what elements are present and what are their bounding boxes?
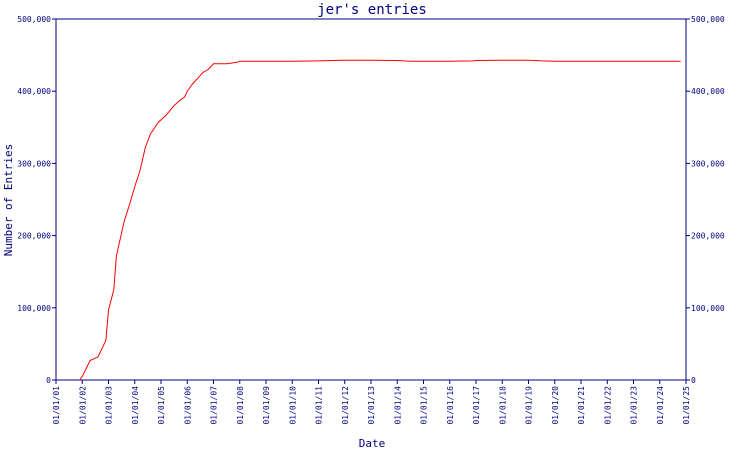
x-tick-label: 01/01/25 [682, 386, 691, 425]
y-axis-label: Number of Entries [2, 144, 15, 257]
x-axis: 01/01/01 01/01/02 01/01/03 01/01/04 01/01/05… [52, 380, 691, 425]
x-tick-label: 01/01/23 [630, 386, 639, 425]
x-tick-label: 01/01/21 [577, 386, 586, 425]
y-tick-label-right: 300,000 [691, 159, 725, 168]
y-tick-label-right: 100,000 [691, 304, 725, 313]
y-tick-label-right: 400,000 [691, 87, 725, 96]
x-tick-label: 01/01/15 [420, 386, 429, 425]
y-tick-label-right: 200,000 [691, 232, 725, 241]
chart-title: jer's entries [317, 2, 427, 18]
x-tick-label: 01/01/10 [288, 386, 297, 425]
x-tick-label: 01/01/08 [236, 386, 245, 425]
y-axis-left: 0 100,000 200,000 300,000 400,000 500,000 [17, 15, 56, 385]
x-tick-label: 01/01/14 [393, 386, 402, 425]
x-tick-label: 01/01/13 [367, 386, 376, 425]
x-tick-label: 01/01/24 [656, 386, 665, 425]
x-tick-label: 01/01/06 [183, 386, 192, 425]
y-tick-label-right: 0 [691, 376, 696, 385]
plot-border [55, 18, 687, 381]
y-tick-label-right: 500,000 [691, 15, 725, 24]
x-axis-label: Date [359, 437, 386, 450]
y-tick-label-left: 300,000 [17, 159, 51, 168]
y-tick-label-left: 100,000 [17, 304, 51, 313]
x-tick-label: 01/01/09 [262, 386, 271, 425]
y-tick-label-left: 200,000 [17, 232, 51, 241]
x-tick-label: 01/01/17 [472, 386, 481, 425]
x-tick-label: 01/01/01 [52, 386, 61, 425]
x-tick-label: 01/01/07 [210, 386, 219, 425]
x-tick-label: 01/01/12 [341, 386, 350, 425]
x-tick-label: 01/01/16 [446, 386, 455, 425]
y-axis-right: 0 100,000 200,000 300,000 400,000 500,000 [686, 15, 725, 385]
y-tick-label-left: 400,000 [17, 87, 51, 96]
x-tick-label: 01/01/20 [551, 386, 560, 425]
x-tick-label: 01/01/18 [498, 386, 507, 425]
x-tick-label: 01/01/22 [603, 386, 612, 425]
y-tick-label-left: 0 [46, 376, 51, 385]
x-tick-label: 01/01/03 [105, 386, 114, 425]
x-tick-label: 01/01/05 [157, 386, 166, 425]
x-tick-label: 01/01/04 [131, 386, 140, 425]
series-layer [79, 59, 681, 381]
x-tick-label: 01/01/02 [78, 386, 87, 425]
x-tick-label: 01/01/19 [525, 386, 534, 425]
plot-frame [55, 18, 687, 381]
x-tick-label: 01/01/11 [315, 386, 324, 425]
series-line [79, 59, 681, 381]
y-tick-label-left: 500,000 [17, 15, 51, 24]
